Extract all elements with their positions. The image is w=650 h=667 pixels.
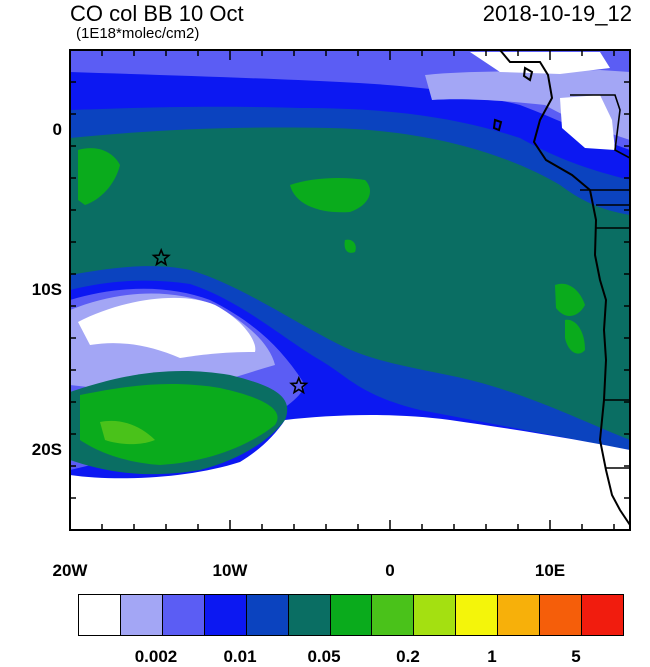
colorbar-swatch-8 bbox=[414, 595, 457, 635]
lon-label-10e: 10E bbox=[534, 561, 566, 580]
map-frame bbox=[69, 49, 631, 531]
colorbar-label-0-01: 0.01 bbox=[223, 647, 257, 666]
colorbar-label-1: 1 bbox=[487, 647, 497, 666]
colorbar-label-5: 5 bbox=[571, 647, 581, 666]
colorbar-swatch-4 bbox=[246, 595, 289, 635]
concentration-field bbox=[70, 50, 630, 530]
lon-label-20w: 20W bbox=[52, 561, 88, 580]
lat-label-20s: 20S bbox=[31, 440, 62, 459]
colorbar-label-0-002: 0.002 bbox=[134, 647, 178, 666]
colorbar-swatch-1 bbox=[120, 595, 163, 635]
axis-ticks bbox=[69, 49, 630, 531]
colorbar-label-0-2: 0.2 bbox=[396, 647, 420, 666]
lon-label-10w: 10W bbox=[212, 561, 248, 580]
colorbar bbox=[78, 594, 624, 636]
colorbar-swatch-3 bbox=[204, 595, 247, 635]
colorbar-swatch-6 bbox=[330, 595, 373, 635]
map-datetime: 2018-10-19_12 bbox=[482, 1, 632, 26]
marker-layer bbox=[151, 247, 309, 395]
colorbar-swatch-11 bbox=[540, 595, 583, 635]
colorbar-swatch-12 bbox=[582, 595, 623, 635]
colorbar-swatch-5 bbox=[288, 595, 331, 635]
lon-label-0: 0 bbox=[385, 561, 395, 580]
map-units: (1E18*molec/cm2) bbox=[76, 25, 200, 42]
lat-label-10s: 10S bbox=[31, 280, 62, 299]
colorbar-swatch-7 bbox=[372, 595, 415, 635]
map-title: CO col BB 10 Oct bbox=[70, 1, 244, 26]
star-marker-icon bbox=[151, 247, 171, 267]
lat-label-0: 0 bbox=[52, 120, 62, 139]
colorbar-swatch-0 bbox=[79, 595, 121, 635]
colorbar-swatch-10 bbox=[498, 595, 541, 635]
colorbar-swatch-2 bbox=[162, 595, 205, 635]
colorbar-swatch-9 bbox=[456, 595, 499, 635]
star-marker-icon bbox=[289, 375, 309, 395]
colorbar-label-0-05: 0.05 bbox=[307, 647, 341, 666]
